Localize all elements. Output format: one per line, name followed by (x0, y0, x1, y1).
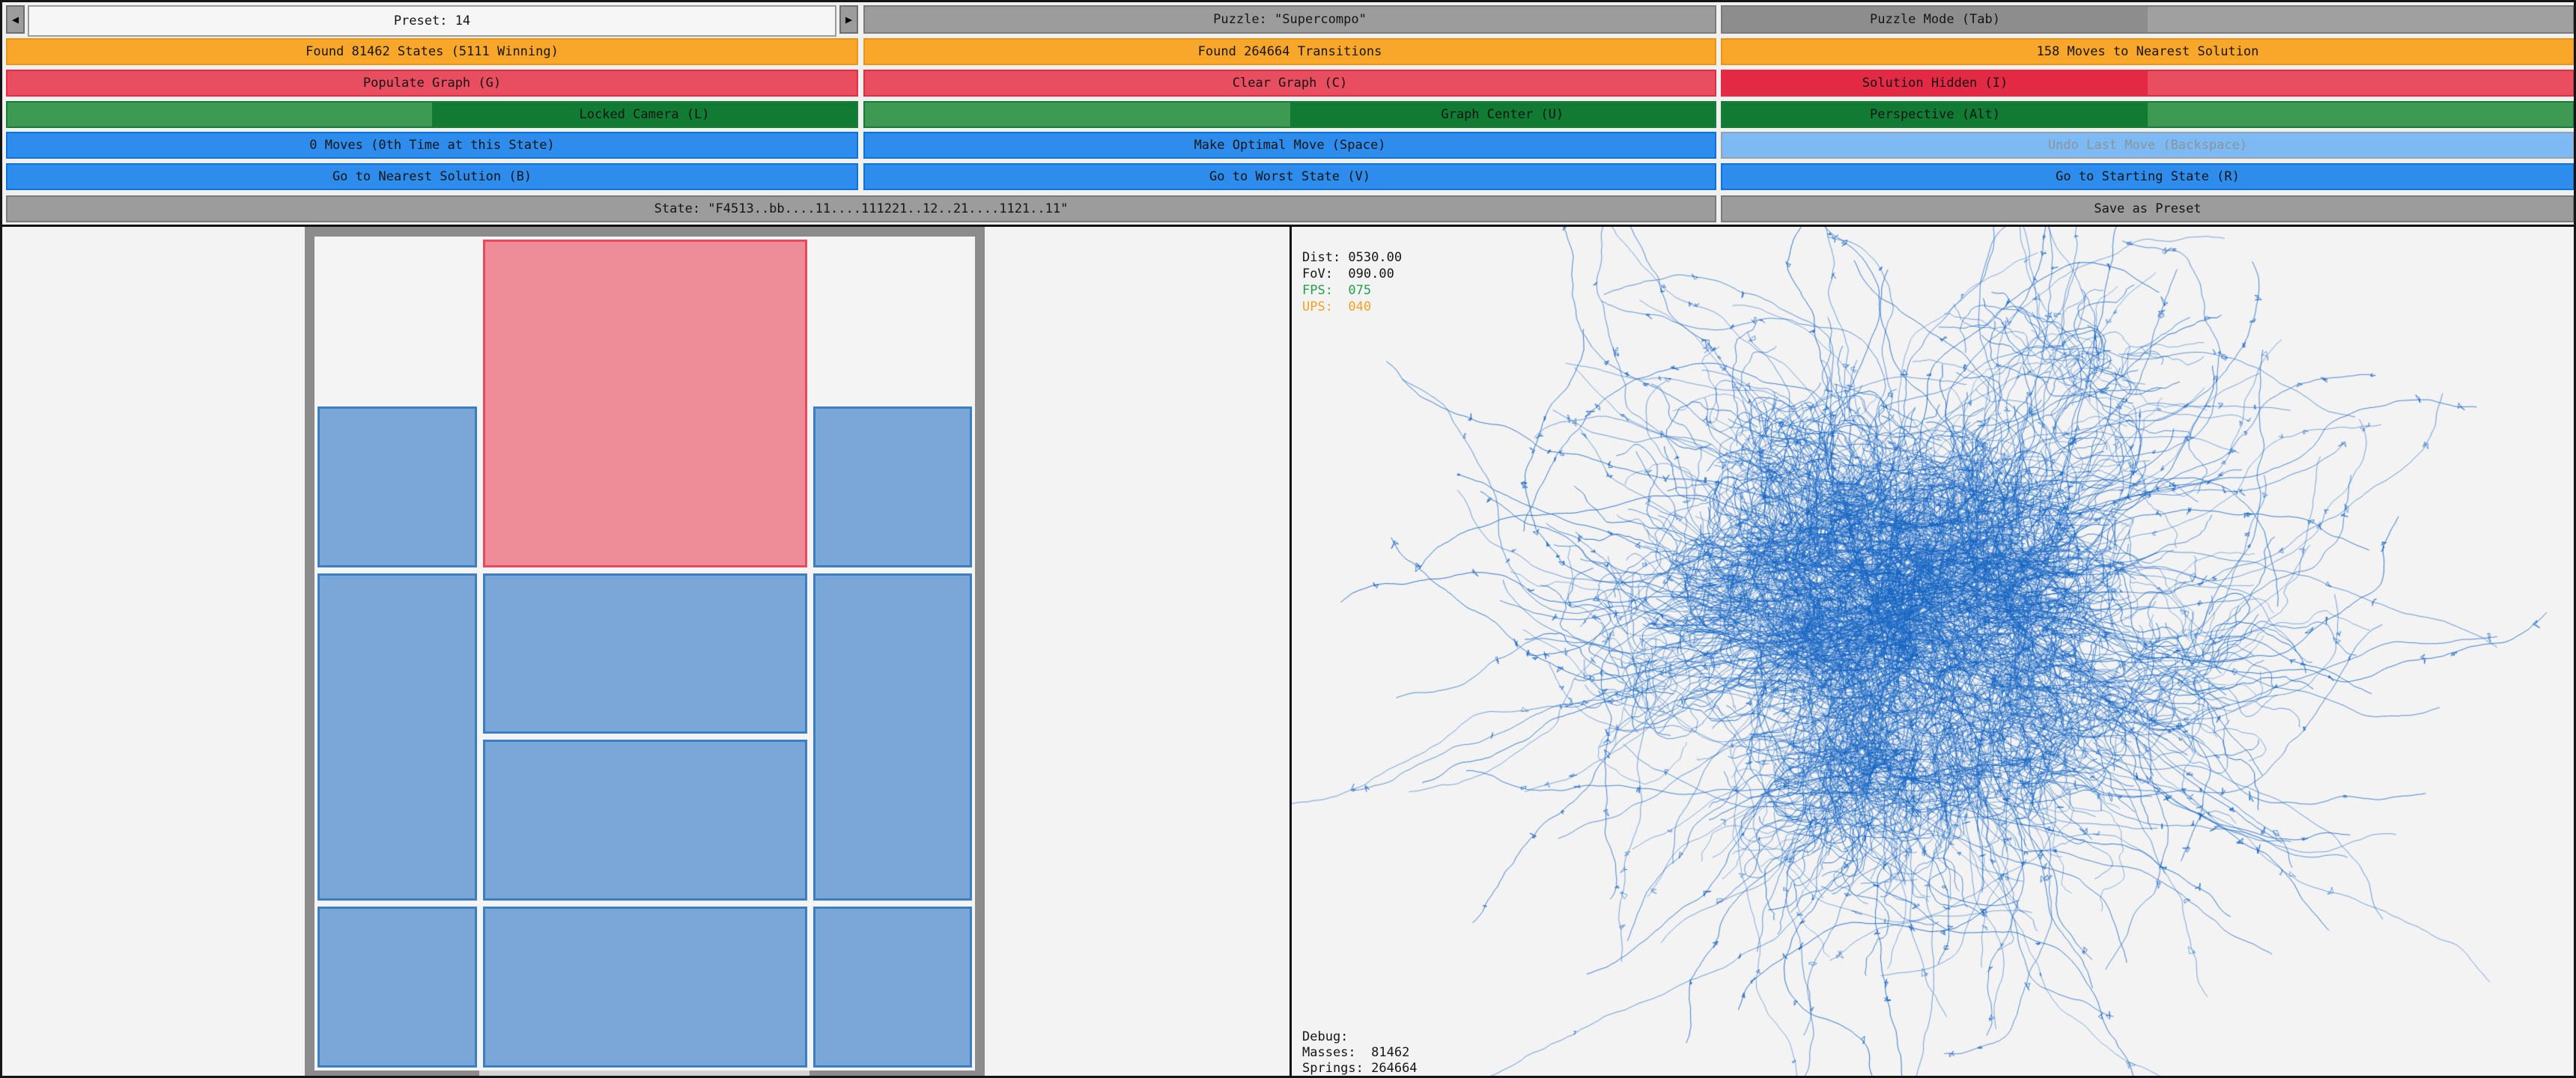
locked-camera-toggle[interactable]: Locked Camera (L) (6, 101, 858, 128)
solution-hidden-active-half: Solution Hidden (I) (1722, 71, 2148, 95)
graph-center-label: Graph Center (U) (1441, 107, 1564, 122)
perspective-inactive-half (2148, 103, 2573, 127)
moves-counter-label: 0 Moves (0th Time at this State) (309, 138, 555, 153)
camera-hud: Dist: 0530.00 FoV: 090.00 FPS: 075 UPS: … (1302, 249, 1402, 315)
fps-label: FPS: (1302, 283, 1349, 298)
preset-label: Preset: 14 (393, 13, 471, 28)
state-display-label: State: "F4513..bb....11....111221..12..2… (654, 201, 1069, 216)
undo-last-move-button[interactable]: Undo Last Move (Backspace) (1721, 132, 2574, 159)
perspective-active-half: Perspective (Alt) (1722, 103, 2148, 127)
puzzle-mode-inactive-half (2148, 7, 2573, 32)
states-found-label: Found 81462 States (5111 Winning) (306, 44, 559, 59)
go-nearest-solution-label: Go to Nearest Solution (B) (332, 169, 532, 184)
graph-center-inactive-half (865, 103, 1290, 127)
puzzle-piece-target[interactable] (482, 240, 807, 567)
preset-field[interactable]: Preset: 14 (28, 5, 836, 37)
go-starting-state-button[interactable]: Go to Starting State (R) (1721, 163, 2574, 190)
debug-hud: Debug: Masses: 81462 Springs: 264664 (1302, 1029, 1418, 1076)
state-display: State: "F4513..bb....11....111221..12..2… (6, 195, 1716, 222)
panel-divider (1289, 227, 1292, 1076)
puzzle-piece[interactable] (318, 573, 477, 901)
go-worst-state-button[interactable]: Go to Worst State (V) (863, 163, 1716, 190)
transitions-found-badge: Found 264664 Transitions (863, 38, 1716, 65)
springs-value: 264664 (1371, 1061, 1418, 1076)
puzzle-piece[interactable] (318, 907, 477, 1068)
puzzle-piece[interactable] (812, 907, 972, 1068)
undo-last-move-label: Undo Last Move (Backspace) (2047, 138, 2248, 153)
moves-counter-badge: 0 Moves (0th Time at this State) (6, 132, 858, 159)
arrow-right-icon: ▶ (845, 13, 853, 26)
make-optimal-move-button[interactable]: Make Optimal Move (Space) (863, 132, 1716, 159)
puzzle-name-label: Puzzle: "Supercompo" (1213, 12, 1367, 27)
debug-title: Debug: (1302, 1029, 1349, 1044)
graph-center-toggle[interactable]: Graph Center (U) (863, 101, 1716, 128)
puzzle-panel (2, 227, 1289, 1076)
moves-to-solution-label: 158 Moves to Nearest Solution (2036, 44, 2259, 59)
perspective-label: Perspective (Alt) (1870, 107, 2000, 122)
puzzle-name-button[interactable]: Puzzle: "Supercompo" (863, 5, 1716, 34)
graph-panel: Dist: 0530.00 FoV: 090.00 FPS: 075 UPS: … (1292, 227, 2574, 1076)
perspective-toggle[interactable]: Perspective (Alt) (1721, 101, 2574, 128)
puzzle-board (305, 227, 985, 1076)
moves-to-solution-badge: 158 Moves to Nearest Solution (1721, 38, 2574, 65)
fov-value: 090.00 (1348, 267, 1394, 281)
locked-camera-inactive-half (7, 103, 432, 127)
puzzle-mode-active-half: Puzzle Mode (Tab) (1722, 7, 2148, 32)
dist-label: Dist: (1302, 250, 1349, 265)
clear-graph-label: Clear Graph (C) (1232, 76, 1348, 91)
preset-selector: ◀ Preset: 14 ▶ (6, 5, 858, 37)
puzzle-mode-toggle[interactable]: Puzzle Mode (Tab) (1721, 5, 2574, 34)
go-worst-state-label: Go to Worst State (V) (1209, 169, 1370, 184)
preset-prev-button[interactable]: ◀ (6, 5, 25, 34)
arrow-left-icon: ◀ (11, 13, 19, 26)
preset-next-button[interactable]: ▶ (839, 5, 858, 34)
states-found-badge: Found 81462 States (5111 Winning) (6, 38, 858, 65)
toolbar-divider (2, 225, 2574, 227)
save-as-preset-label: Save as Preset (2094, 201, 2202, 216)
locked-camera-active-half: Locked Camera (L) (432, 103, 857, 127)
puzzle-piece[interactable] (482, 573, 807, 734)
puzzle-piece[interactable] (482, 907, 807, 1068)
puzzle-piece[interactable] (482, 740, 807, 901)
ups-label: UPS: (1302, 299, 1349, 314)
solution-hidden-toggle[interactable]: Solution Hidden (I) (1721, 70, 2574, 97)
transitions-found-label: Found 264664 Transitions (1197, 44, 1382, 59)
fps-value: 075 (1348, 283, 1372, 298)
solution-hidden-label: Solution Hidden (I) (1862, 76, 2008, 91)
puzzle-mode-label: Puzzle Mode (Tab) (1870, 12, 2000, 27)
populate-graph-button[interactable]: Populate Graph (G) (6, 70, 858, 97)
graph-center-active-half: Graph Center (U) (1289, 103, 1715, 127)
fov-label: FoV: (1302, 267, 1349, 281)
board-exit-slot (479, 1071, 809, 1076)
ups-value: 040 (1348, 299, 1372, 314)
springs-label: Springs: (1302, 1061, 1372, 1076)
go-nearest-solution-button[interactable]: Go to Nearest Solution (B) (6, 163, 858, 190)
puzzle-piece[interactable] (812, 406, 972, 567)
graph-canvas[interactable] (1292, 227, 2574, 1076)
go-starting-state-label: Go to Starting State (R) (2056, 169, 2240, 184)
solution-hidden-inactive-half (2148, 71, 2573, 95)
puzzle-piece[interactable] (812, 573, 972, 901)
puzzle-piece[interactable] (318, 406, 477, 567)
masses-value: 81462 (1371, 1045, 1410, 1060)
dist-value: 0530.00 (1348, 250, 1403, 265)
masses-label: Masses: (1302, 1045, 1372, 1060)
clear-graph-button[interactable]: Clear Graph (C) (863, 70, 1716, 97)
save-as-preset-button[interactable]: Save as Preset (1721, 195, 2574, 222)
locked-camera-label: Locked Camera (L) (579, 107, 710, 122)
populate-graph-label: Populate Graph (G) (362, 76, 502, 91)
make-optimal-move-label: Make Optimal Move (Space) (1194, 138, 1386, 153)
